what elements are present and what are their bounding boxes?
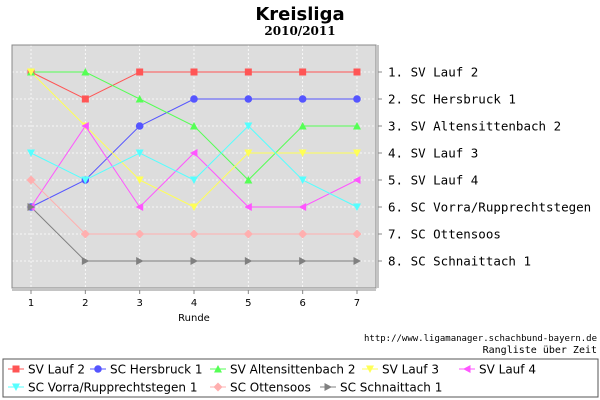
x-tick-label: 5 <box>245 298 251 309</box>
rank-label: 2. SC Hersbruck 1 <box>388 92 516 107</box>
legend-marker <box>213 382 223 392</box>
x-tick-label: 6 <box>299 298 305 309</box>
data-point <box>135 203 144 211</box>
legend-entry: SC Ottensoos <box>230 381 311 395</box>
legend-box <box>2 358 599 398</box>
legend-marker <box>324 383 332 391</box>
data-point <box>352 203 361 211</box>
legend: SV Lauf 2 SC Hersbruck 1 SV Altensittenbac… <box>8 363 536 395</box>
data-point <box>135 122 144 130</box>
rank-label: 6. SC Vorra/Rupprechtstegen 1 <box>388 200 600 215</box>
legend-entry: SV Lauf 4 <box>479 363 536 377</box>
data-point <box>353 68 361 76</box>
rank-label: 1. SV Lauf 2 <box>388 65 478 80</box>
y-axis-right: 1. SV Lauf 2 2. SC Hersbruck 1 3. SV Alten… <box>377 45 600 288</box>
data-point <box>352 229 362 239</box>
data-point <box>81 257 90 265</box>
x-axis-label: Runde <box>178 313 210 324</box>
x-tick-label: 1 <box>28 298 34 309</box>
legend-entry: SC Vorra/Rupprechtstegen 1 <box>28 381 197 395</box>
plot-border <box>11 44 377 289</box>
data-point <box>244 149 253 157</box>
data-point <box>136 257 144 265</box>
data-point <box>244 122 253 130</box>
legend-entry: SC Hersbruck 1 <box>110 363 203 377</box>
data-point <box>27 68 36 76</box>
chart-caption: Rangliste über Zeit <box>483 345 597 356</box>
chart-title: Kreisliga <box>255 4 344 25</box>
data-point <box>244 203 252 211</box>
legend-marker <box>366 365 374 373</box>
chart-subtitle: 2010/2011 <box>264 24 335 38</box>
data-point <box>298 203 307 211</box>
data-point <box>352 122 361 130</box>
data-point <box>190 203 198 211</box>
legend-marker <box>12 365 20 373</box>
data-point <box>26 175 36 185</box>
data-point <box>27 149 36 157</box>
data-point <box>80 229 90 239</box>
legend-marker <box>94 365 102 373</box>
data-point <box>353 257 361 265</box>
data-point <box>190 95 198 103</box>
data-point <box>190 122 198 130</box>
legend-entry: SV Lauf 3 <box>382 363 439 377</box>
legend-entry: SC Schnaittach 1 <box>340 381 442 395</box>
data-point <box>298 176 307 184</box>
data-point <box>299 68 307 76</box>
data-point <box>190 149 198 157</box>
data-point <box>135 229 145 239</box>
data-point <box>189 229 199 239</box>
data-point <box>190 176 198 184</box>
data-point <box>244 257 253 265</box>
data-point <box>298 95 307 103</box>
series-layer <box>26 68 362 265</box>
data-point <box>244 68 252 76</box>
data-point <box>244 95 253 103</box>
data-point <box>190 257 198 265</box>
data-point <box>299 257 307 265</box>
x-axis: 1 2 3 4 5 6 7 <box>12 289 376 309</box>
data-point <box>81 68 90 76</box>
data-point <box>135 176 144 184</box>
x-tick-label: 4 <box>191 298 197 309</box>
legend-entry: SV Altensittenbach 2 <box>230 363 355 377</box>
data-point <box>135 95 144 103</box>
legend-marker <box>463 365 471 373</box>
rank-label: 7. SC Ottensoos <box>388 227 501 242</box>
data-point <box>298 229 308 239</box>
data-point <box>81 95 89 103</box>
data-point <box>27 203 36 211</box>
x-tick-label: 2 <box>82 298 88 309</box>
data-point <box>81 122 89 130</box>
rank-label: 4. SV Lauf 3 <box>388 146 478 161</box>
data-point <box>244 176 253 184</box>
source-url: http://www.ligamanager.schachbund-bayern… <box>364 334 597 344</box>
legend-marker <box>12 383 20 391</box>
data-point <box>136 68 144 76</box>
x-tick-label: 3 <box>136 298 142 309</box>
data-point <box>298 122 307 130</box>
legend-marker <box>214 365 222 373</box>
data-point <box>298 149 307 157</box>
x-tick-label: 7 <box>354 298 360 309</box>
data-point <box>190 68 198 76</box>
data-point <box>352 149 361 157</box>
rank-label: 3. SV Altensittenbach 2 <box>388 119 561 134</box>
legend-entry: SV Lauf 2 <box>28 363 85 377</box>
rank-label: 5. SV Lauf 4 <box>388 173 478 188</box>
data-point <box>353 95 361 103</box>
data-point <box>135 149 144 157</box>
data-point <box>81 176 90 184</box>
rank-label: 8. SC Schnaittach 1 <box>388 254 531 269</box>
data-point <box>352 176 361 184</box>
data-point <box>243 229 253 239</box>
